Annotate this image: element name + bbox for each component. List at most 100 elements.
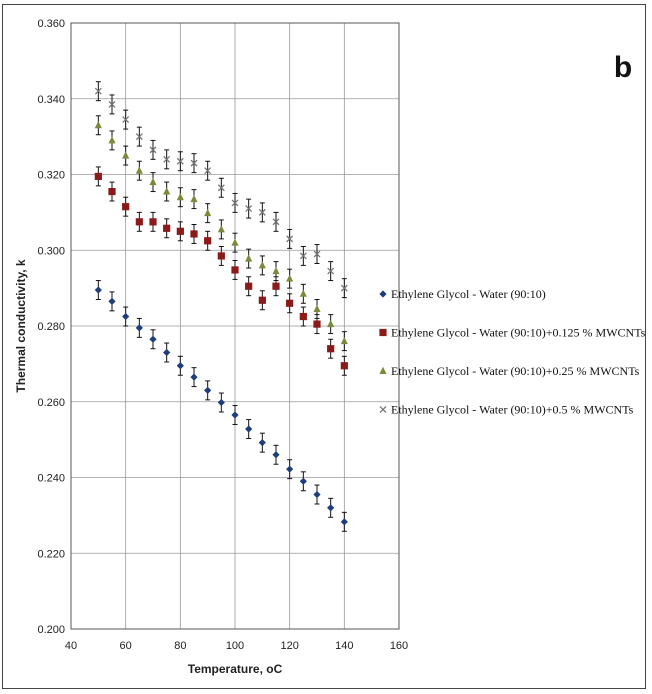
- data-point: [149, 218, 157, 226]
- data-point: [327, 504, 335, 512]
- legend-label: Ethylene Glycol - Water (90:10)+0.125 % …: [391, 326, 646, 340]
- data-point: [94, 172, 102, 180]
- data-point: [258, 296, 266, 304]
- legend-label: Ethylene Glycol - Water (90:10): [391, 287, 546, 301]
- x-tick-label: 160: [390, 640, 408, 652]
- legend-item: Ethylene Glycol - Water (90:10)+0.25 % M…: [379, 364, 640, 378]
- data-point: [340, 518, 348, 526]
- y-tick-label: 0.200: [37, 624, 65, 636]
- data-point: [135, 133, 143, 141]
- y-tick-label: 0.240: [37, 473, 65, 485]
- x-tick-label: 100: [226, 640, 244, 652]
- data-point: [258, 208, 266, 216]
- data-point: [149, 146, 157, 154]
- data-point: [163, 224, 171, 232]
- data-point: [122, 312, 130, 321]
- data-point: [272, 282, 280, 290]
- data-point: [217, 398, 225, 407]
- data-point: [135, 166, 143, 174]
- data-point: [231, 199, 239, 207]
- series-layer: [94, 81, 348, 532]
- data-point: [299, 477, 307, 485]
- legend-item: Ethylene Glycol - Water (90:10)+0.125 % …: [379, 326, 646, 340]
- x-axis-ticks: 40 60 80 100 120 140 160: [65, 640, 408, 652]
- y-tick-label: 0.320: [37, 170, 65, 182]
- data-point: [108, 297, 116, 305]
- data-point: [122, 203, 130, 211]
- data-point: [327, 267, 335, 275]
- data-point: [313, 490, 321, 499]
- legend-label: Ethylene Glycol - Water (90:10)+0.25 % M…: [391, 364, 640, 378]
- data-point: [286, 299, 294, 307]
- data-point: [176, 157, 184, 165]
- x-tick-label: 140: [335, 640, 353, 652]
- data-point: [176, 193, 184, 201]
- data-point: [217, 225, 225, 233]
- data-point: [340, 362, 348, 370]
- data-point: [272, 266, 280, 275]
- data-point: [204, 167, 212, 175]
- series-4: [94, 81, 348, 299]
- y-tick-label: 0.300: [37, 245, 65, 257]
- data-point: [245, 205, 253, 213]
- data-point: [122, 151, 130, 159]
- data-point: [286, 274, 294, 282]
- data-point: [94, 121, 102, 129]
- legend-label: Ethylene Glycol - Water (90:10)+0.5 % MW…: [391, 403, 634, 417]
- data-point: [258, 261, 266, 269]
- series-2: [94, 166, 348, 376]
- data-point: [190, 230, 198, 238]
- data-point: [176, 362, 184, 370]
- data-point: [340, 336, 348, 345]
- y-axis-ticks: 0.200 0.220 0.240 0.260 0.280 0.300 0.320 0.340…: [37, 18, 65, 636]
- data-point: [245, 282, 253, 290]
- data-point: [217, 252, 225, 260]
- legend-marker: [379, 328, 387, 337]
- y-tick-label: 0.340: [37, 94, 65, 106]
- data-point: [231, 266, 239, 274]
- data-point: [94, 286, 102, 294]
- data-point: [135, 218, 143, 226]
- series-1: [94, 280, 348, 532]
- data-point: [313, 304, 321, 312]
- data-point: [272, 218, 280, 226]
- data-point: [231, 238, 239, 246]
- data-point: [108, 136, 116, 144]
- y-tick-label: 0.360: [37, 18, 65, 30]
- legend: Ethylene Glycol - Water (90:10) Ethylene …: [379, 287, 646, 417]
- y-tick-label: 0.260: [37, 397, 65, 409]
- y-tick-label: 0.220: [37, 548, 65, 560]
- data-point: [286, 235, 294, 243]
- data-point: [163, 348, 171, 357]
- data-point: [135, 324, 143, 332]
- data-point: [313, 250, 321, 258]
- data-point: [190, 159, 198, 167]
- data-point: [340, 284, 348, 292]
- figure-frame: 0.200 0.220 0.240 0.260 0.280 0.300 0.320 0.340…: [2, 4, 646, 689]
- data-point: [286, 465, 294, 473]
- x-tick-label: 40: [65, 640, 77, 652]
- x-tick-label: 60: [120, 640, 132, 652]
- data-point: [204, 208, 212, 217]
- y-axis-title: Thermal conductivity, k: [14, 259, 28, 392]
- data-point: [163, 155, 171, 163]
- data-point: [217, 184, 225, 192]
- x-axis-title: Temperature, oC: [188, 662, 283, 676]
- data-point: [149, 177, 157, 186]
- data-point: [108, 187, 116, 196]
- data-point: [299, 252, 307, 260]
- data-point: [231, 411, 239, 419]
- data-point: [327, 319, 335, 328]
- panel-label: b: [614, 51, 632, 84]
- data-point: [258, 439, 266, 447]
- legend-marker: [379, 366, 387, 374]
- data-point: [204, 237, 212, 245]
- data-point: [149, 335, 157, 343]
- data-point: [245, 254, 253, 262]
- data-point: [163, 187, 171, 195]
- data-point: [94, 87, 102, 95]
- data-point: [245, 425, 253, 433]
- data-point: [313, 320, 321, 328]
- x-tick-label: 120: [280, 640, 298, 652]
- data-point: [204, 386, 212, 394]
